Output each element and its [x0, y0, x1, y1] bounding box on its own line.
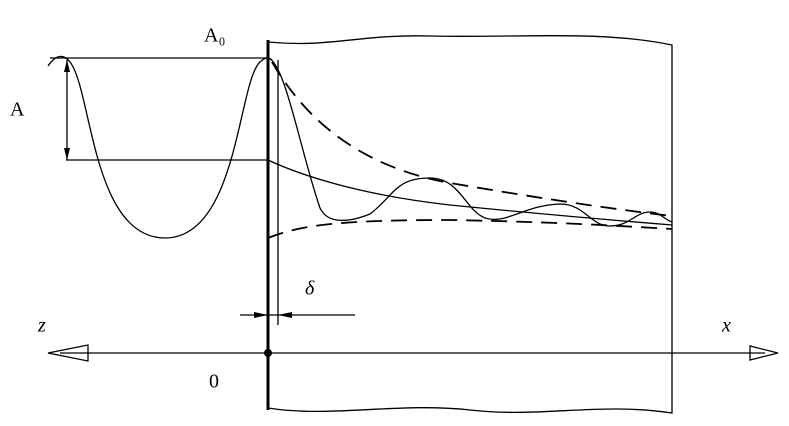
label-a: A	[10, 99, 25, 121]
origin-dot	[264, 349, 272, 357]
label-z: z	[37, 315, 46, 337]
medium-boundary	[267, 34, 673, 414]
incident-wave	[47, 55, 273, 239]
arrow-heads	[64, 60, 70, 160]
mean-decay	[267, 159, 673, 226]
label-x: x	[721, 315, 731, 337]
axis-arrows	[47, 344, 779, 362]
delta-arrows	[254, 312, 292, 318]
label-origin: 0	[209, 371, 219, 393]
label-a0: A₀	[204, 25, 225, 47]
lower-envelope	[267, 219, 673, 239]
upper-envelope	[271, 61, 673, 217]
label-delta: δ	[305, 278, 315, 300]
decaying-wave	[267, 57, 673, 227]
